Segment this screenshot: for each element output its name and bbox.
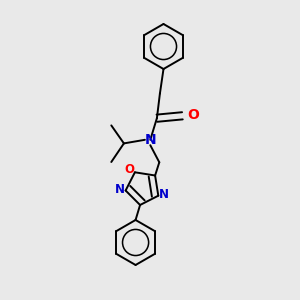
Text: N: N — [145, 133, 156, 147]
Text: N: N — [159, 188, 169, 201]
Text: N: N — [115, 183, 124, 196]
Text: O: O — [124, 164, 134, 176]
Text: O: O — [187, 108, 199, 122]
